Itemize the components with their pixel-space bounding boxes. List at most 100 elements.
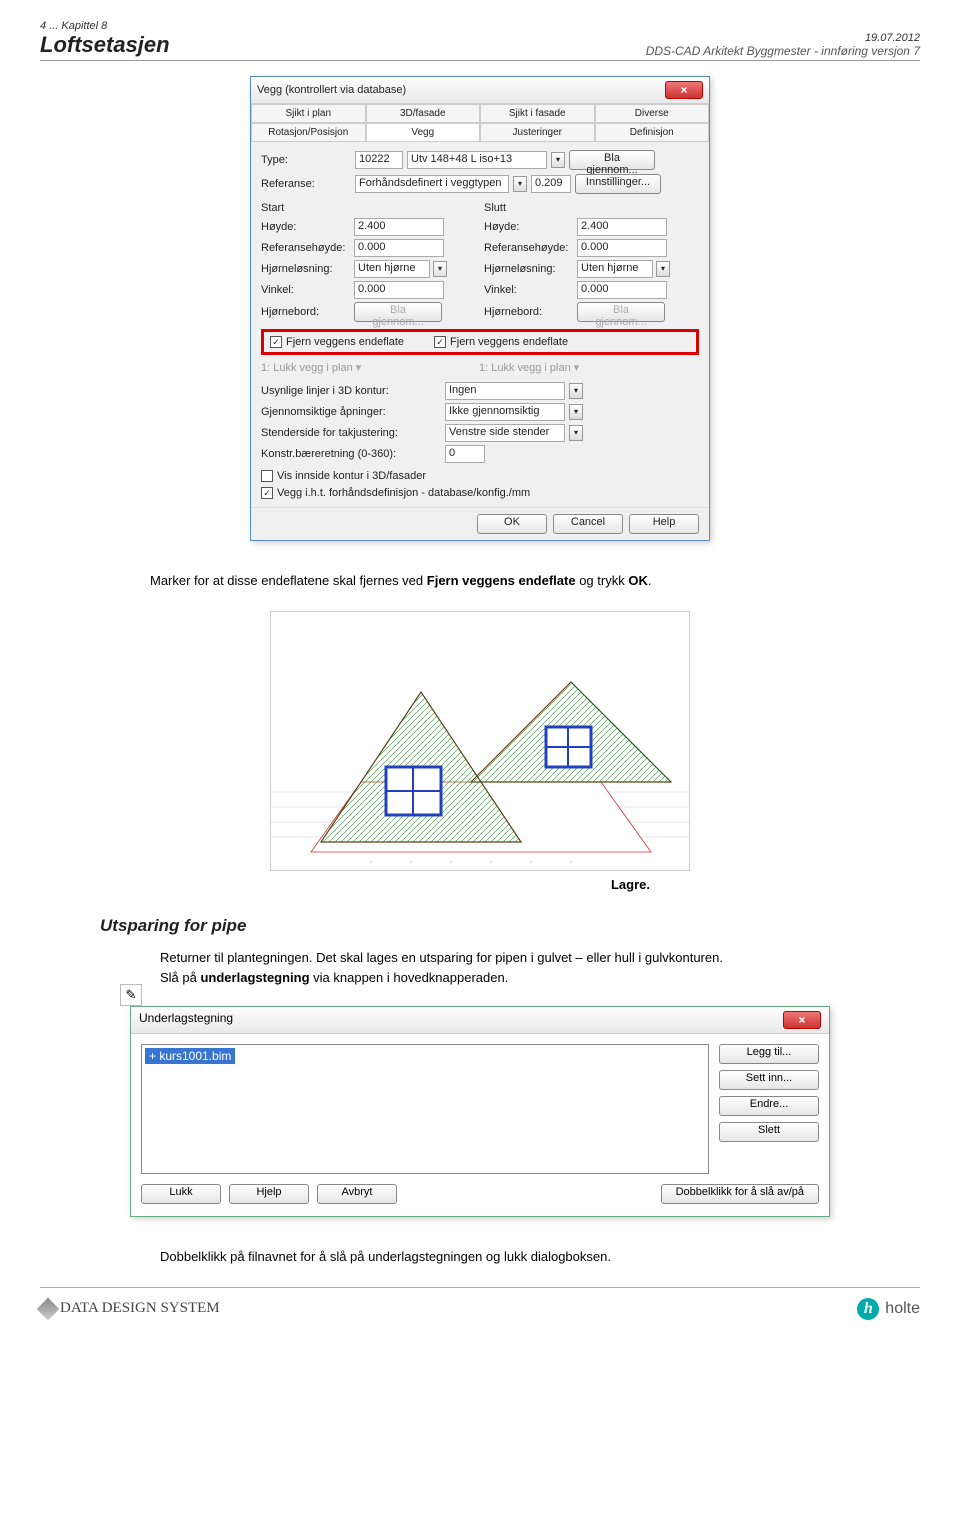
- ok-button[interactable]: OK: [477, 514, 547, 534]
- avbryt-button[interactable]: Avbryt: [317, 1184, 397, 1204]
- file-listbox[interactable]: + kurs1001.bim: [141, 1044, 709, 1174]
- hjornebord-label: Hjørnebord:: [484, 306, 574, 318]
- vis-innside-checkbox[interactable]: Vis innside kontur i 3D/fasader: [261, 470, 426, 482]
- chevron-down-icon[interactable]: ▾: [433, 261, 447, 277]
- lukk-vegg-slutt: 1: Lukk vegg i plan: [479, 362, 571, 374]
- referanse-desc-field[interactable]: Forhåndsdefinert i veggtypen: [355, 175, 509, 193]
- vegg-dialog: Vegg (kontrollert via database) × Sjikt …: [250, 76, 710, 541]
- tab-rotasjon[interactable]: Rotasjon/Posisjon: [251, 123, 366, 141]
- paragraph-2: Returner til plantegningen. Det skal lag…: [160, 948, 840, 988]
- stender-label: Stenderside for takjustering:: [261, 427, 441, 439]
- sett-inn-button[interactable]: Sett inn...: [719, 1070, 819, 1090]
- chapter-label: 4 ... Kapittel 8: [40, 20, 170, 32]
- referanse-val-field[interactable]: 0.209: [531, 175, 571, 193]
- stender-field[interactable]: Venstre side stender: [445, 424, 565, 442]
- gjennom-field[interactable]: Ikke gjennomsiktig: [445, 403, 565, 421]
- tab-sjikt-fasade[interactable]: Sjikt i fasade: [480, 104, 595, 122]
- tab-sjikt-plan[interactable]: Sjikt i plan: [251, 104, 366, 122]
- slutt-refh-field[interactable]: 0.000: [577, 239, 667, 257]
- usynlige-label: Usynlige linjer i 3D kontur:: [261, 385, 441, 397]
- usynlige-field[interactable]: Ingen: [445, 382, 565, 400]
- legg-til-button[interactable]: Legg til...: [719, 1044, 819, 1064]
- underlag-titlebar: Underlagstegning ×: [131, 1007, 829, 1034]
- tab-3d-fasade[interactable]: 3D/fasade: [366, 104, 481, 122]
- vegg-iht-checkbox[interactable]: ✓Vegg i.h.t. forhåndsdefinisjon - databa…: [261, 487, 530, 499]
- holte-icon: h: [857, 1298, 879, 1320]
- holte-text: holte: [885, 1300, 920, 1318]
- innstillinger-button[interactable]: Innstillinger...: [575, 174, 661, 194]
- tab-definisjon[interactable]: Definisjon: [595, 123, 710, 141]
- fjern-start-checkbox[interactable]: ✓Fjern veggens endeflate: [270, 336, 404, 348]
- highlight-box: ✓Fjern veggens endeflate ✓Fjern veggens …: [261, 329, 699, 355]
- vinkel-label: Vinkel:: [261, 284, 351, 296]
- close-icon[interactable]: ×: [665, 81, 703, 99]
- hoyde-label: Høyde:: [484, 221, 574, 233]
- lagre-label: Lagre.: [270, 877, 690, 892]
- page-header: 4 ... Kapittel 8 Loftsetasjen 19.07.2012…: [40, 20, 920, 61]
- refh-label: Referansehøyde:: [484, 242, 574, 254]
- cancel-button[interactable]: Cancel: [553, 514, 623, 534]
- tab-vegg[interactable]: Vegg: [366, 123, 481, 141]
- chevron-down-icon[interactable]: ▾: [569, 404, 583, 420]
- chevron-down-icon[interactable]: ▾: [656, 261, 670, 277]
- dds-text: DATA DESIGN SYSTEM: [60, 1300, 220, 1317]
- vis-innside-label: Vis innside kontur i 3D/fasader: [277, 470, 426, 482]
- slutt-hoyde-field[interactable]: 2.400: [577, 218, 667, 236]
- start-refh-field[interactable]: 0.000: [354, 239, 444, 257]
- p3c: via knappen i hovedknapperaden.: [310, 970, 509, 985]
- fjern-start-label: Fjern veggens endeflate: [286, 336, 404, 348]
- dialog-title: Vegg (kontrollert via database): [257, 84, 406, 96]
- help-button[interactable]: Help: [629, 514, 699, 534]
- page-footer: DATA DESIGN SYSTEM h holte: [40, 1287, 920, 1324]
- hoyde-label: Høyde:: [261, 221, 351, 233]
- perspective-figure: [270, 611, 690, 871]
- type-label: Type:: [261, 154, 351, 166]
- underlag-title: Underlagstegning: [139, 1011, 233, 1029]
- page-title: Loftsetasjen: [40, 32, 170, 58]
- chevron-down-icon[interactable]: ▾: [513, 176, 527, 192]
- start-hjornebord-button[interactable]: Bla gjennom...: [354, 302, 442, 322]
- start-vinkel-field[interactable]: 0.000: [354, 281, 444, 299]
- dialog-footer: OK Cancel Help: [251, 507, 709, 540]
- chevron-down-icon[interactable]: ▾: [551, 152, 565, 168]
- dds-logo: DATA DESIGN SYSTEM: [40, 1300, 220, 1317]
- slutt-vinkel-field[interactable]: 0.000: [577, 281, 667, 299]
- paragraph-1: Marker for at disse endeflatene skal fje…: [150, 571, 810, 591]
- start-head: Start: [261, 202, 476, 214]
- vinkel-label: Vinkel:: [484, 284, 574, 296]
- start-hjornel-field[interactable]: Uten hjørne: [354, 260, 430, 278]
- slett-button[interactable]: Slett: [719, 1122, 819, 1142]
- chevron-down-icon[interactable]: ▾: [569, 425, 583, 441]
- p3a: Slå på: [160, 970, 200, 985]
- p1-text3: .: [648, 573, 652, 588]
- section-heading: Utsparing for pipe: [100, 916, 920, 936]
- type-code-field[interactable]: 10222: [355, 151, 403, 169]
- header-subtitle: DDS-CAD Arkitekt Byggmester - innføring …: [646, 44, 920, 58]
- referanse-label: Referanse:: [261, 178, 351, 190]
- p3b: underlagstegning: [200, 970, 309, 985]
- slutt-hjornebord-button[interactable]: Bla gjennom...: [577, 302, 665, 322]
- tab-justeringer[interactable]: Justeringer: [480, 123, 595, 141]
- list-item[interactable]: + kurs1001.bim: [145, 1048, 235, 1064]
- tab-row-2: Rotasjon/Posisjon Vegg Justeringer Defin…: [251, 123, 709, 142]
- start-hoyde-field[interactable]: 2.400: [354, 218, 444, 236]
- p1-text2: og trykk: [576, 573, 629, 588]
- edit-icon[interactable]: ✎: [120, 984, 142, 1006]
- lukk-vegg-start: 1: Lukk vegg i plan: [261, 362, 353, 374]
- paragraph-4: Dobbelklikk på filnavnet for å slå på un…: [160, 1247, 840, 1267]
- bla-gjennom-button[interactable]: Bla gjennom...: [569, 150, 655, 170]
- hjornel-label: Hjørneløsning:: [484, 263, 574, 275]
- tab-diverse[interactable]: Diverse: [595, 104, 710, 122]
- lukk-button[interactable]: Lukk: [141, 1184, 221, 1204]
- slutt-hjornel-field[interactable]: Uten hjørne: [577, 260, 653, 278]
- chevron-down-icon[interactable]: ▾: [569, 383, 583, 399]
- konstr-field[interactable]: 0: [445, 445, 485, 463]
- fjern-slutt-checkbox[interactable]: ✓Fjern veggens endeflate: [434, 336, 568, 348]
- type-desc-field[interactable]: Utv 148+48 L iso+13: [407, 151, 547, 169]
- hjelp-button[interactable]: Hjelp: [229, 1184, 309, 1204]
- dobbelklikk-button[interactable]: Dobbelklikk for å slå av/på: [661, 1184, 819, 1204]
- endre-button[interactable]: Endre...: [719, 1096, 819, 1116]
- refh-label: Referansehøyde:: [261, 242, 351, 254]
- close-icon[interactable]: ×: [783, 1011, 821, 1029]
- dialog-titlebar: Vegg (kontrollert via database) ×: [251, 77, 709, 104]
